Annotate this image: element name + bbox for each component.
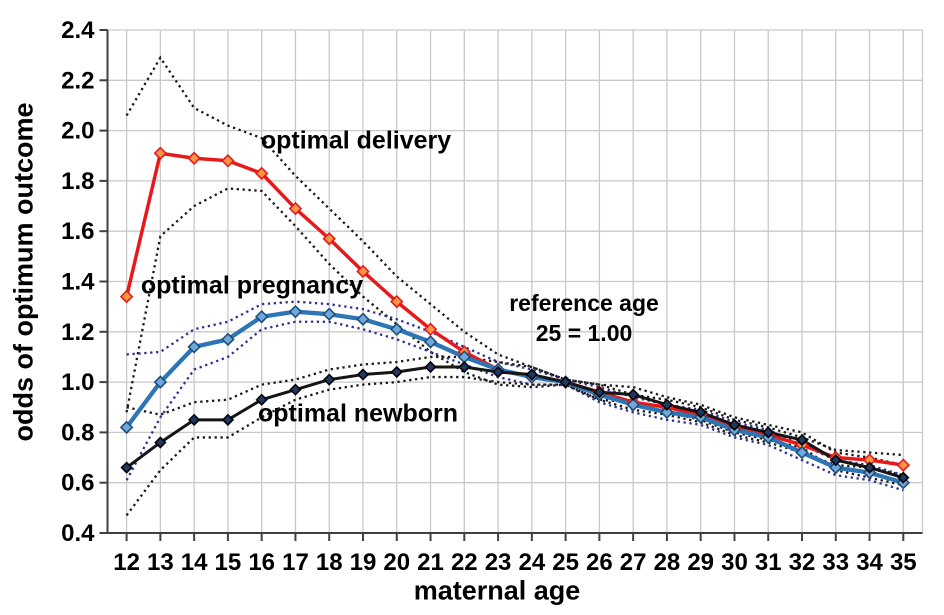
x-tick-label: 31: [755, 549, 782, 576]
reference-annotation-line2: 25 = 1.00: [535, 320, 633, 346]
series-label-optimal-delivery: optimal delivery: [260, 126, 452, 155]
x-tick-label: 22: [451, 549, 478, 576]
x-tick-label: 18: [316, 549, 343, 576]
y-tick-label: 1.8: [61, 168, 94, 195]
x-tick-label: 23: [485, 549, 512, 576]
optimal-newborn-marker: [863, 461, 876, 474]
x-tick-label: 35: [890, 549, 917, 576]
x-tick-label: 16: [248, 549, 275, 576]
x-tick-label: 30: [721, 549, 748, 576]
optimal-newborn-marker: [255, 393, 268, 406]
x-tick-label: 20: [383, 549, 410, 576]
optimal-pregnancy-marker: [660, 405, 674, 420]
optimal-pregnancy-marker: [187, 340, 201, 354]
x-tick-label: 17: [282, 549, 309, 576]
optimal-newborn-marker: [154, 436, 167, 449]
optimal-newborn-line: [125, 365, 904, 480]
optimal-pregnancy-marker: [153, 375, 168, 389]
optimal-newborn-marker: [323, 373, 336, 386]
optimal-newborn-marker: [694, 406, 707, 419]
optimal-newborn-marker: [795, 433, 809, 447]
x-tick-label: 25: [552, 549, 579, 576]
x-tick-label: 34: [856, 549, 883, 576]
optimal-pregnancy-marker: [221, 332, 235, 347]
optimal-delivery-marker: [322, 232, 336, 246]
y-tick-label: 2.4: [61, 17, 95, 44]
reference-annotation-line1: reference age: [509, 290, 659, 316]
optimal-delivery-marker: [254, 166, 269, 181]
optimal-pregnancy-marker: [322, 307, 336, 321]
optimal-newborn-marker: [897, 471, 910, 484]
optimal-delivery-marker: [423, 322, 438, 337]
y-tick-label: 1.6: [61, 218, 94, 245]
x-tick-label: 15: [215, 549, 242, 576]
y-tick-label: 2.2: [61, 67, 94, 94]
optimal-newborn-marker: [525, 368, 538, 381]
optimal-delivery-marker: [288, 201, 303, 216]
x-tick-label: 13: [147, 549, 174, 576]
optimal-delivery-ci-lower: [125, 187, 904, 477]
y-tick-label: 0.4: [61, 520, 95, 547]
x-tick-label: 32: [789, 549, 816, 576]
optimal-delivery-marker: [356, 264, 370, 279]
y-tick-label: 1.4: [61, 269, 95, 296]
optimal-newborn-marker: [491, 365, 505, 379]
optimal-pregnancy-marker: [119, 420, 134, 435]
optimal-newborn-marker: [188, 413, 201, 426]
x-tick-label: 14: [181, 549, 208, 576]
optimal-delivery-marker: [896, 458, 911, 472]
optimal-newborn-marker: [762, 426, 775, 439]
y-axis-title: odds of optimum outcome: [8, 102, 39, 442]
optimal-pregnancy-marker: [288, 304, 303, 319]
optimal-pregnancy-marker: [829, 460, 843, 475]
optimal-newborn-marker: [458, 360, 471, 374]
optimal-pregnancy-marker: [423, 335, 438, 349]
y-tick-label: 0.6: [61, 470, 94, 497]
optimal-newborn-ci-lower: [125, 375, 904, 517]
optimal-newborn-marker: [829, 453, 842, 467]
optimal-newborn-marker: [390, 365, 403, 379]
series-label-optimal-pregnancy: optimal pregnancy: [140, 271, 364, 300]
optimal-newborn-marker: [728, 418, 741, 431]
x-tick-label: 24: [518, 549, 545, 576]
optimal-newborn-marker: [120, 461, 133, 474]
optimal-delivery-marker: [390, 294, 404, 309]
x-tick-label: 21: [417, 549, 444, 576]
optimal-delivery-marker: [187, 151, 201, 165]
optimal-delivery-ci-upper: [125, 55, 904, 457]
optimal-newborn-marker: [593, 386, 606, 399]
reference-annotation: reference age 25 = 1.00: [509, 288, 659, 348]
optimal-pregnancy-marker: [390, 322, 404, 337]
optimal-newborn-marker: [356, 368, 370, 381]
optimal-newborn-marker: [221, 413, 235, 426]
x-tick-label: 33: [822, 549, 849, 576]
x-tick-label: 27: [620, 549, 647, 576]
x-tick-label: 19: [350, 549, 377, 576]
optimal-pregnancy-marker: [795, 445, 809, 460]
optimal-delivery-marker: [221, 154, 235, 168]
optimal-pregnancy-marker: [356, 312, 370, 326]
optimal-newborn-marker: [627, 388, 640, 401]
y-tick-label: 1.0: [61, 369, 94, 396]
optimal-newborn-marker: [559, 375, 572, 389]
y-tick-label: 1.2: [61, 319, 94, 346]
y-tick-label: 2.0: [61, 118, 94, 145]
optimal-pregnancy-marker: [626, 398, 640, 412]
x-tick-label: 12: [113, 549, 140, 576]
optimal-delivery-marker: [153, 146, 168, 160]
x-tick-label: 28: [654, 549, 681, 576]
series-label-optimal-newborn: optimal newborn: [258, 399, 458, 428]
x-tick-label: 29: [687, 549, 714, 576]
optimal-pregnancy-ci-lower: [125, 320, 904, 492]
optimal-newborn-marker: [660, 398, 674, 411]
optimal-pregnancy-marker: [254, 309, 269, 324]
optimal-newborn-marker: [424, 360, 437, 374]
optimal-newborn-marker: [289, 383, 302, 396]
y-tick-label: 0.8: [61, 419, 94, 446]
x-tick-label: 26: [586, 549, 613, 576]
x-axis-title: maternal age: [413, 575, 581, 606]
optimal-delivery-marker: [119, 289, 134, 304]
